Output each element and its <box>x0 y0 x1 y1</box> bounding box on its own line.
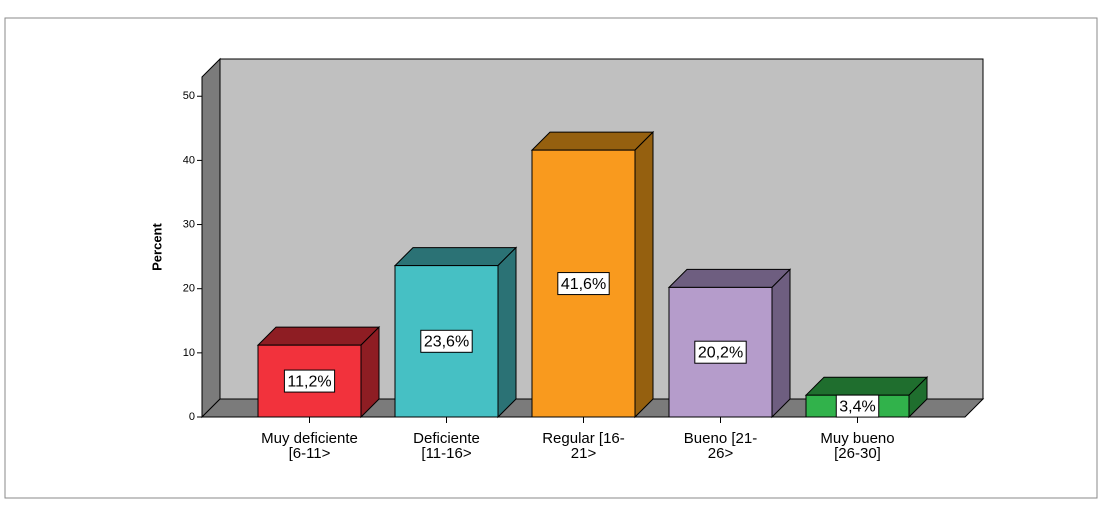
y-tick-label: 10 <box>183 347 195 359</box>
bar-top <box>530 131 655 151</box>
x-tick-label: Bueno [21- <box>684 430 757 447</box>
y-tick-label: 20 <box>183 283 195 295</box>
bar-side <box>771 268 791 419</box>
y-axis-label: Percent <box>149 222 164 270</box>
value-label-box <box>420 329 473 353</box>
bar-top <box>804 376 929 396</box>
bar-top <box>667 268 792 288</box>
y-tick-label: 50 <box>183 90 195 102</box>
x-tick-label: [6-11> <box>289 445 331 462</box>
x-tick-label: Regular [16- <box>542 430 625 447</box>
x-tick-label: Muy deficiente <box>261 430 358 447</box>
x-tick-label: [11-16> <box>421 445 471 462</box>
value-label: 41,6% <box>561 276 606 293</box>
bar-side <box>634 130 654 419</box>
y-tick-label: 40 <box>183 154 195 166</box>
bar-side <box>497 246 517 419</box>
x-tick-label: [26-30] <box>834 445 881 462</box>
value-label-box <box>694 340 747 364</box>
value-label-box <box>557 272 610 296</box>
bar-top <box>256 326 381 346</box>
y-tick-label: 0 <box>189 411 195 423</box>
value-label: 20,2% <box>698 344 743 361</box>
y-tick-label: 30 <box>183 218 195 230</box>
x-tick-label: 21> <box>571 445 597 462</box>
left-wall <box>201 57 221 419</box>
x-tick-label: Deficiente <box>413 430 480 447</box>
x-tick-label: 26> <box>708 445 734 462</box>
bar-top <box>393 247 518 267</box>
value-label: 23,6% <box>424 334 469 351</box>
value-label-box <box>283 369 336 393</box>
value-label: 11,2% <box>287 373 331 390</box>
x-tick-label: Muy bueno <box>820 430 894 447</box>
value-label: 3,4% <box>839 398 875 415</box>
